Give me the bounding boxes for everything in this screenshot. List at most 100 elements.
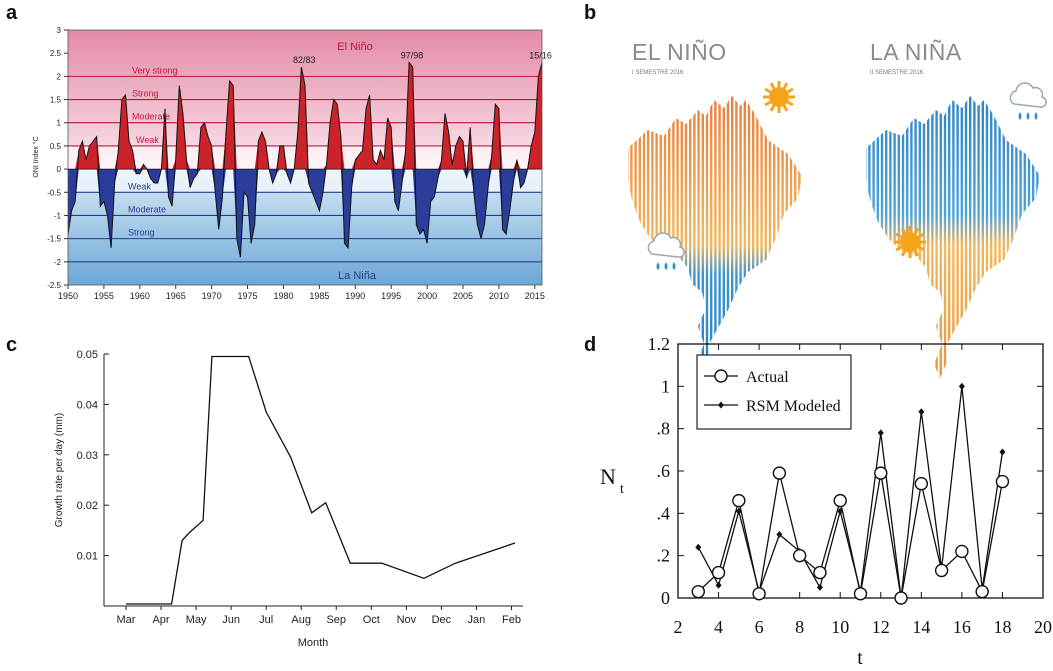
map-stripe (781, 96, 784, 378)
x-tick-label-3: Jun (222, 614, 240, 626)
map-stripe (994, 96, 997, 378)
actual-point (691, 584, 705, 599)
threshold-label-3: Weak (136, 135, 159, 145)
x-tick-label-5: Aug (291, 614, 311, 626)
map-stripe (802, 80, 804, 380)
y-tick-label-7: 1 (57, 119, 62, 128)
map-stripe (952, 96, 955, 378)
growth-line (126, 355, 516, 605)
map-stripe (981, 96, 984, 378)
rsm-point (918, 408, 925, 416)
y-tick-label-10: 2.5 (50, 49, 62, 58)
actual-point (772, 466, 787, 480)
map-stripe (651, 96, 654, 378)
map-stripe (960, 96, 963, 378)
rsm-point (715, 581, 722, 589)
x-tick-label-1: 4 (714, 617, 723, 637)
map-stripe (1023, 96, 1026, 378)
x-tick-label-4: Jul (259, 614, 273, 626)
threshold-label-5: Moderate (128, 204, 166, 214)
map-stripe (973, 96, 976, 378)
x-tick-label-9: 1995 (381, 291, 401, 301)
sun-disk (769, 87, 789, 107)
rsm-point (695, 543, 702, 551)
map-stripe (866, 96, 867, 378)
map-stripe (697, 96, 700, 378)
map-stripe (985, 96, 989, 378)
y-tick-label-3: .6 (657, 461, 671, 481)
map-stripe (880, 96, 884, 378)
map-stripe (956, 96, 959, 378)
x-tick-label-6: Sep (326, 614, 346, 626)
actual-line (697, 472, 1004, 599)
x-tick-label-12: 2010 (489, 291, 509, 301)
cloud-shape (647, 232, 685, 258)
actual-point (995, 474, 1010, 489)
legend-label-rsm: RSM Modeled (746, 398, 841, 415)
map-stripe (922, 96, 926, 378)
map-stripe (931, 96, 934, 378)
panel-letter-b: b (584, 2, 597, 24)
sun-ray (786, 87, 794, 94)
panel-c-growth-chart: 0.01 0.02 0.03 0.04 0.05 Mar Apr May Jun Jul Aug Se… (54, 349, 523, 649)
rsm-point (958, 382, 965, 390)
y-tick-label-6: 1.2 (648, 334, 671, 354)
actual-point (833, 493, 847, 508)
rain-drop (672, 262, 676, 270)
x-tick-label-3: 8 (795, 617, 804, 637)
rsm-point (999, 448, 1006, 456)
sun-ray (764, 100, 772, 107)
map-stripe (927, 96, 930, 378)
actual-point (914, 477, 929, 491)
map-stripe (710, 96, 713, 378)
actual-point (752, 587, 766, 601)
legend-marker-actual (714, 369, 728, 383)
map-stripe (1045, 80, 1047, 380)
map-stripe (918, 96, 921, 378)
x-tick-label-0: 2 (674, 617, 683, 637)
x-tick-label-5: 1975 (238, 291, 258, 301)
x-tick-label-10: 2000 (417, 291, 437, 301)
map-stripe (735, 96, 738, 378)
map-stripe (773, 96, 776, 378)
map-stripe (764, 96, 767, 378)
x-tick-label-2: May (186, 614, 207, 626)
x-tick-label-4: 1970 (202, 291, 222, 301)
map-stripe (811, 80, 813, 380)
map-stripe (943, 96, 947, 378)
y-tick-label-1: -2 (54, 258, 62, 267)
la-nina-label: La Niña (338, 270, 377, 282)
rsm-point (877, 429, 884, 437)
actual-point (874, 466, 888, 480)
sun-ray (786, 100, 794, 107)
map-stripe (948, 96, 951, 378)
legend: Actual RSM Modeled (696, 354, 852, 430)
map-stripe (889, 96, 892, 378)
actual-point (711, 565, 726, 580)
rain-drop (1034, 112, 1038, 120)
actual-point (813, 565, 827, 580)
map-stripe (768, 96, 772, 378)
map-stripe (693, 96, 696, 378)
sun-ray (917, 245, 925, 252)
y-tick-label-5: 0 (57, 165, 62, 174)
sun-icon (763, 81, 795, 113)
map-stripe (722, 96, 725, 378)
actual-point (955, 544, 969, 559)
legend-marker-rsm (718, 401, 724, 409)
y-axis-label: ONI Index °C (32, 136, 40, 177)
y-axis-label: N (600, 464, 616, 489)
map-stripe (885, 96, 888, 378)
x-tick-label-9: 20 (1034, 617, 1052, 637)
legend-label-actual: Actual (746, 369, 789, 386)
sun-ray (764, 87, 772, 94)
rsm-point (735, 507, 742, 515)
map-stripe (1011, 96, 1014, 378)
map-stripe (630, 96, 633, 378)
map-stripe (1040, 80, 1042, 380)
oni-positive-area (68, 62, 542, 170)
map-stripe (872, 96, 875, 378)
map-stripe (676, 96, 679, 378)
map-stripe (977, 96, 980, 378)
